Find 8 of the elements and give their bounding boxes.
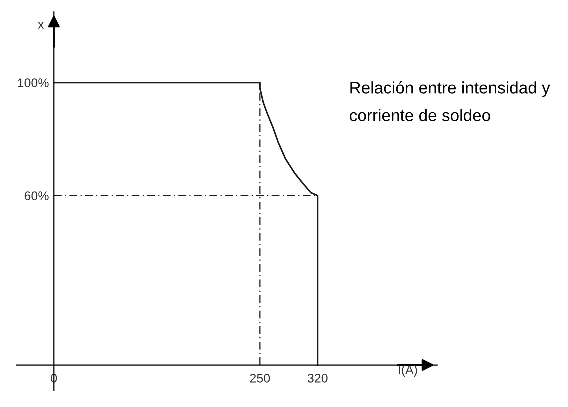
x-tick-label: 250: [250, 374, 270, 383]
y-tick-label: 100%: [18, 78, 49, 88]
y-axis-title: x: [38, 22, 44, 29]
y-tick-label: 60%: [24, 192, 49, 200]
x-tick-label: 320: [308, 374, 328, 383]
x-axis-title: I(A): [399, 365, 418, 377]
line-series: [53, 82, 319, 366]
annotation: Relación entre intensidad y corriente de soldeo: [350, 81, 550, 122]
